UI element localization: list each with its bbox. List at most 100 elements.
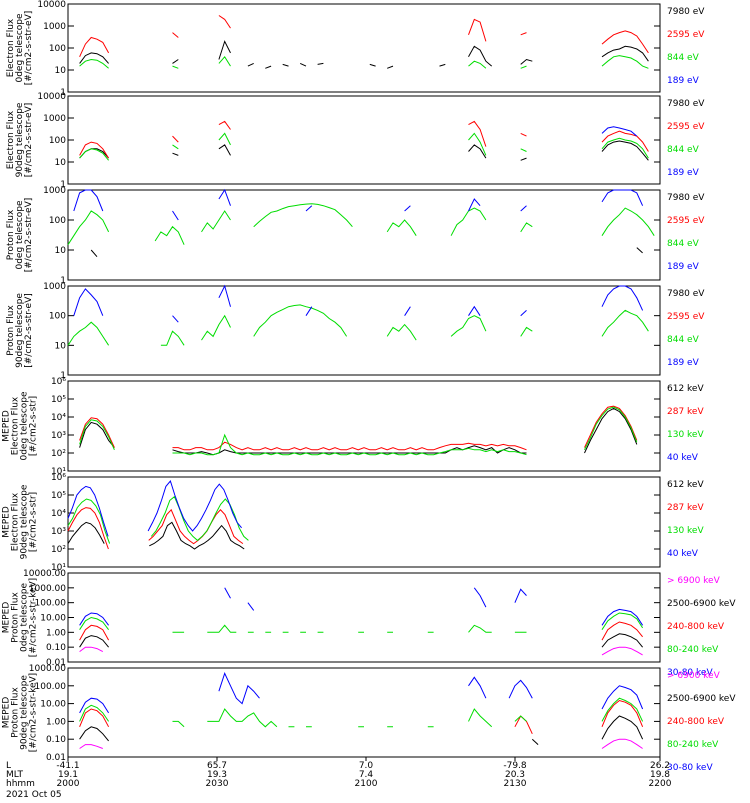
legend-entry: 287 keV <box>667 503 704 513</box>
ytick-label: 10⁴ <box>51 413 66 423</box>
legend-entry: 40 keV <box>667 453 699 463</box>
legend-entry: 80-240 keV <box>667 740 719 750</box>
panel-frame <box>67 476 661 568</box>
series-line-0 <box>79 407 638 456</box>
y-axis-label: MEPED <box>2 410 12 442</box>
ytick-label: 10 <box>55 66 67 76</box>
series-line-0 <box>67 521 245 550</box>
legend-entry: 2500-6900 keV <box>667 599 736 609</box>
legend-entry: 189 eV <box>667 76 700 86</box>
y-axis-label: 90deg telescope <box>15 102 25 177</box>
legend-entry: 189 eV <box>667 262 700 272</box>
panel-frame <box>67 189 661 281</box>
legend-entry: 844 eV <box>667 335 700 345</box>
y-axis-label: [#/cm2-s-str-keV] <box>29 578 39 657</box>
legend-entry: 240-800 keV <box>667 622 725 632</box>
ytick-label: 1 <box>60 88 66 98</box>
ytick-label: 10⁶ <box>51 473 66 483</box>
ytick-label: 10¹ <box>51 563 66 573</box>
y-axis-label: 0deg telescope <box>15 13 25 83</box>
series-line-0 <box>79 646 643 656</box>
ytick-label: 10.00 <box>40 700 66 710</box>
legend-entry: 189 eV <box>667 168 700 178</box>
panel-0: 1 10 100 1000 10000 Electron Flux 0deg telesco… <box>6 0 705 98</box>
series-line-1 <box>79 15 649 58</box>
legend-entry: 40 keV <box>667 549 699 559</box>
y-axis-label: 90deg telescope <box>20 484 30 559</box>
series-line-0 <box>79 40 649 69</box>
legend-entry: 2595 eV <box>667 122 705 132</box>
panel-2: 1 10 100 1000 Proton Flux 0deg telescope [#/cm… <box>6 186 705 286</box>
ytick-label: 10000 <box>37 92 66 102</box>
xtick-MLT-1: 19.3 <box>207 770 227 780</box>
ytick-label: 100.00 <box>35 599 67 609</box>
ytick-label: 0.10 <box>46 643 66 653</box>
y-axis-label: Proton Flux <box>11 687 21 738</box>
ytick-label: 0.01 <box>46 753 66 763</box>
series-line-3 <box>79 612 644 633</box>
legend-entry: 844 eV <box>667 145 700 155</box>
y-axis-label: 90deg telescope <box>20 675 30 750</box>
y-axis-label: 0deg telescope <box>20 583 30 653</box>
ytick-label: 10000.00 <box>23 569 66 579</box>
xtick-hhmm-3: 2130 <box>504 779 527 789</box>
legend-entry: 130 keV <box>667 526 704 536</box>
legend-entry: 2595 eV <box>667 30 705 40</box>
series-line-1 <box>79 715 644 745</box>
xtick-MLT-2: 7.4 <box>359 770 374 780</box>
xtick-hhmm-4: 2200 <box>649 779 672 789</box>
ytick-label: 10² <box>51 545 66 555</box>
xaxis-date: 2021 Oct 05 <box>6 790 62 800</box>
ytick-label: 1000 <box>43 282 66 292</box>
panel-frame <box>67 285 661 376</box>
series-line-2 <box>79 621 643 641</box>
legend-entry: 189 eV <box>667 358 700 368</box>
ytick-label: 1000.00 <box>29 584 66 594</box>
legend-entry: 240-800 keV <box>667 717 725 727</box>
xtick-MLT-4: 19.8 <box>650 770 670 780</box>
y-axis-label: Electron Flux <box>11 396 21 455</box>
ytick-label: 100 <box>49 216 66 226</box>
y-axis-label: Proton Flux <box>11 592 21 643</box>
ytick-label: 10000 <box>37 0 66 10</box>
legend-entry: 612 keV <box>667 384 704 394</box>
ytick-label: 100 <box>49 312 66 322</box>
ytick-label: 1 <box>60 180 66 190</box>
y-axis-label: MEPED <box>2 506 12 538</box>
legend-entry: 80-240 keV <box>667 645 719 655</box>
series-line-0 <box>90 247 643 258</box>
ytick-label: 10¹ <box>51 467 66 477</box>
series-line-1 <box>79 633 643 648</box>
xtick-L-3: -79.8 <box>503 761 527 771</box>
xtick-MLT-0: 19.1 <box>58 770 78 780</box>
legend-entry: 612 keV <box>667 480 704 490</box>
series-line-3 <box>73 284 644 323</box>
ytick-label: 1000.00 <box>29 664 66 674</box>
legend-entry: 844 eV <box>667 239 700 249</box>
series-line-2 <box>79 132 649 161</box>
ytick-label: 1 <box>60 276 66 286</box>
xtick-hhmm-1: 2030 <box>206 779 229 789</box>
ytick-label: 100 <box>49 136 66 146</box>
legend-entry: 2595 eV <box>667 312 705 322</box>
series-line-3 <box>601 126 638 137</box>
series-line-2 <box>79 406 638 456</box>
panel-5: 10¹ 10² 10³ 10⁴ 10⁵ 10⁶ MEPED Electron Flux 90de… <box>2 473 705 573</box>
series-line-2 <box>67 495 249 544</box>
y-axis-label: Electron Flux <box>6 18 16 77</box>
series-line-0 <box>79 140 649 161</box>
xtick-L-0: -41.1 <box>56 761 79 771</box>
xtick-hhmm-0: 2000 <box>57 779 80 789</box>
y-axis-label: [#/cm2-s-str-keV] <box>29 673 39 752</box>
ytick-label: 1000 <box>43 22 66 32</box>
panel-frame <box>67 380 661 472</box>
y-axis-label: Electron Flux <box>11 492 21 551</box>
series-line-1 <box>79 120 649 159</box>
series-line-4 <box>79 587 644 626</box>
y-axis-label: Electron Flux <box>6 110 16 169</box>
xaxis-row-label-MLT: MLT <box>6 770 24 780</box>
series-line-0 <box>79 738 643 749</box>
ytick-label: 10³ <box>51 431 66 441</box>
ytick-label: 10 <box>55 246 67 256</box>
